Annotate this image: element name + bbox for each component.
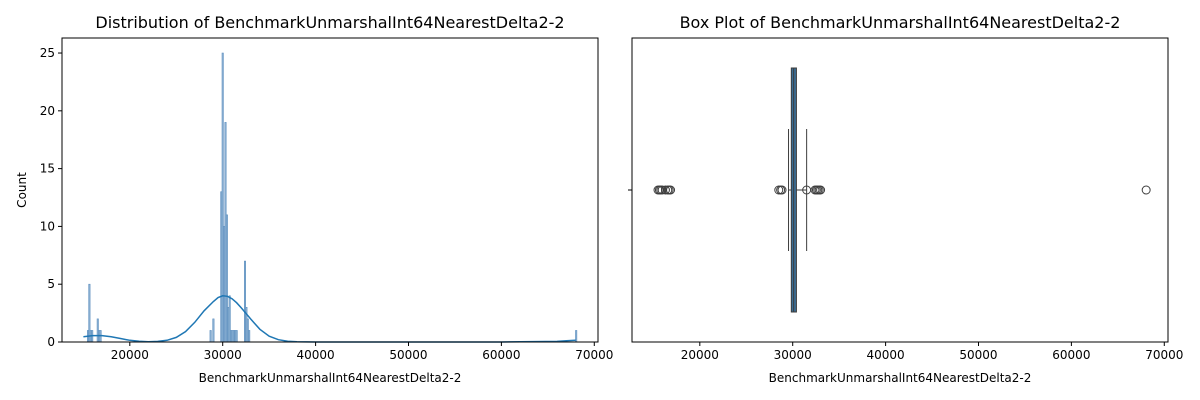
histogram-bars [87,52,578,343]
y-tick-label: 5 [47,277,55,291]
boxplot-title: Box Plot of BenchmarkUnmarshalInt64Neare… [680,13,1121,32]
histogram-bar [235,330,238,343]
y-tick-label: 15 [40,162,55,176]
y-tick-label: 20 [40,104,55,118]
box-plot-outliers [653,185,1151,195]
y-tick-label: 10 [40,219,55,233]
histogram-axes-frame [61,37,599,343]
x-tick-label: 40000 [867,348,905,362]
x-tick-label: 70000 [1145,348,1183,362]
x-tick-label: 40000 [297,348,335,362]
x-tick-label: 30000 [774,348,812,362]
box-plot-elements [788,67,808,313]
y-tick-label: 25 [40,46,55,60]
outlier-point [1141,185,1151,195]
boxplot-x-ticks: 20000 30000 40000 50000 60000 70000 [681,342,1183,362]
x-tick-label: 20000 [111,348,149,362]
histogram-bar [248,330,251,343]
x-tick-label: 30000 [204,348,242,362]
outlier-point [777,185,787,195]
histogram-title: Distribution of BenchmarkUnmarshalInt64N… [95,13,564,32]
outlier-point [666,185,676,195]
histogram-bar [212,318,215,343]
x-tick-label: 50000 [389,348,427,362]
x-tick-label: 70000 [575,348,613,362]
kde-curve [83,295,576,343]
histogram-bar [209,330,212,343]
x-tick-label: 50000 [959,348,997,362]
x-tick-label: 60000 [482,348,520,362]
histogram-panel: 20000 30000 40000 50000 60000 70000 0 5 10 15 20 2… [15,13,613,385]
boxplot-axes-frame [631,37,1169,343]
boxplot-x-axis-label: BenchmarkUnmarshalInt64NearestDelta2-2 [769,371,1032,385]
outlier-point [816,185,826,195]
y-tick-label: 0 [47,335,55,349]
boxplot-panel: 20000 30000 40000 50000 60000 70000 Box Plot … [628,13,1183,385]
x-tick-label: 20000 [681,348,719,362]
histogram-x-axis-label: BenchmarkUnmarshalInt64NearestDelta2-2 [199,371,462,385]
histogram-x-ticks: 20000 30000 40000 50000 60000 70000 [111,342,613,362]
outlier-point [660,185,670,195]
histogram-y-ticks: 0 5 10 15 20 25 [40,46,62,349]
x-tick-label: 60000 [1052,348,1090,362]
histogram-y-axis-label: Count [15,172,29,208]
